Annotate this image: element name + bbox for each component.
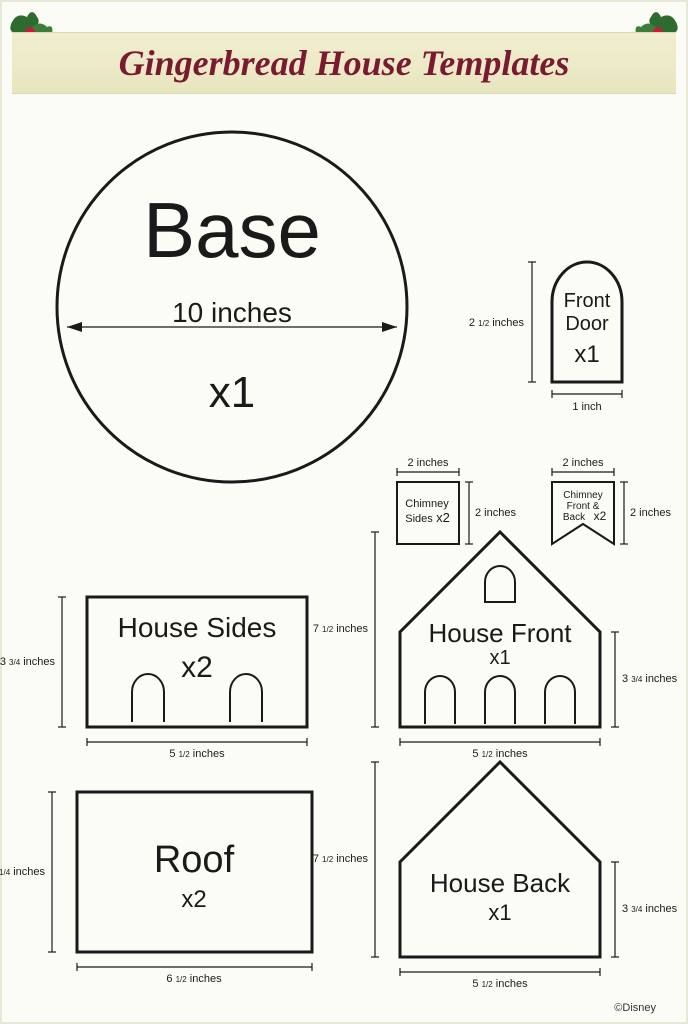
chimney-fb-label1: Chimney [563,490,602,501]
chimney-fb-height: 2 inches [630,507,671,519]
base-template: Base 10 inches x1 [57,132,407,482]
base-qty: x1 [209,368,255,417]
copyright: ©Disney [614,1002,656,1014]
chimney-fb-qty: x2 [594,509,607,523]
svg-text:7 1/2 inches: 7 1/2 inches [313,853,369,865]
svg-text:7 1/2 inches: 7 1/2 inches [313,623,369,635]
house-back-label: House Back [430,868,571,898]
house-back-template: House Back x1 7 1/2 inches 3 3/4 inches … [313,762,678,990]
page: Gingerbread House Templates Base 10 inch… [0,0,688,1024]
svg-text:3 3/4 inches: 3 3/4 inches [622,673,678,685]
svg-text:5 1/2 inches: 5 1/2 inches [472,748,528,760]
house-front-qty: x1 [489,647,510,669]
svg-text:2 1/2 inches: 2 1/2 inches [469,317,525,329]
svg-text:5 1/2 inches: 5 1/2 inches [169,748,225,760]
roof-qty: x2 [181,886,206,913]
front-door-qty: x1 [574,341,599,368]
page-title: Gingerbread House Templates [119,42,570,84]
house-sides-template: House Sides x2 3 3/4 inches 5 1/2 inches [0,597,307,760]
chimney-fb-width: 2 inches [563,457,604,469]
svg-text:5 1/4 inches: 5 1/4 inches [0,866,45,878]
chimney-sides-template: Chimney Sides x2 2 inches 2 inches [397,457,516,544]
svg-text:6 1/2 inches: 6 1/2 inches [166,973,222,985]
chimney-frontback-template: Chimney Front & Back x2 2 inches 2 inche… [552,457,671,544]
svg-text:5 1/2 inches: 5 1/2 inches [472,978,528,990]
chimney-sides-height: 2 inches [475,507,516,519]
chimney-sides-label1: Chimney [405,498,449,510]
front-door-template: Front Door x1 2 1/2 inches 1 inch [469,262,622,413]
house-back-qty: x1 [488,900,511,925]
base-diameter: 10 inches [172,297,292,328]
chimney-sides-qty: x2 [436,510,450,525]
house-sides-qty: x2 [181,651,213,684]
roof-template: Roof x2 5 1/4 inches 6 1/2 inches [0,792,312,985]
front-door-label2: Door [565,313,609,335]
front-door-width: 1 inch [572,401,601,413]
chimney-sides-label2: Sides [405,513,433,525]
chimney-sides-width: 2 inches [408,457,449,469]
house-front-label: House Front [428,618,572,648]
house-sides-label: House Sides [118,612,277,643]
svg-text:3 3/4 inches: 3 3/4 inches [622,903,678,915]
chimney-fb-label3: Back [563,512,586,523]
roof-label: Roof [154,839,235,881]
base-label: Base [143,186,321,274]
svg-text:3 3/4 inches: 3 3/4 inches [0,656,55,668]
front-door-label1: Front [564,290,611,312]
house-front-template: House Front x1 7 1/2 inches 3 3/ [313,532,678,760]
content-area: Base 10 inches x1 Front Door x1 2 1/2 in… [22,112,666,992]
header-band: Gingerbread House Templates [12,32,676,94]
